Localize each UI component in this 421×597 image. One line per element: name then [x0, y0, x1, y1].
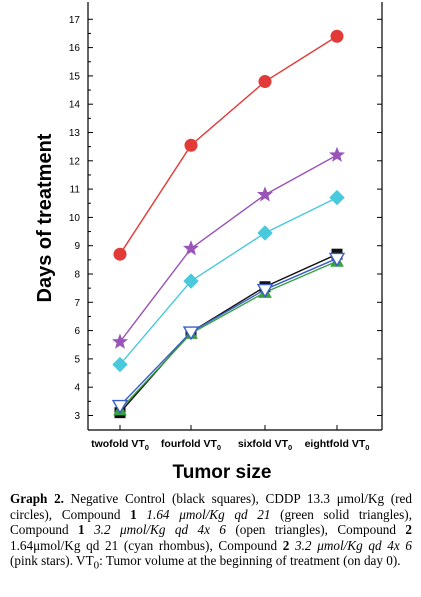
- caption-text: : Tumor volume at the beginning of treat…: [99, 553, 401, 569]
- caption-dose: 1.64 μmol/Kg qd 21: [136, 506, 271, 522]
- x-axis-title: Tumor size: [173, 462, 272, 483]
- series-line: [119, 196, 338, 366]
- caption-dose: 3.2 μmol/Kg qd 4x 6: [84, 522, 226, 538]
- y-tick-label: 8: [74, 270, 80, 281]
- axes: 3 4 5 6 7 8 9 10 11 12 13 14 15 16 17 twofold VT0 fourfo…: [69, 2, 383, 452]
- series-circle: [113, 29, 344, 261]
- y-tick-label: 14: [69, 100, 81, 111]
- data-point-circle: [184, 138, 198, 152]
- x-tick-label: sixfold VT0: [238, 438, 292, 452]
- y-tick-label: 17: [69, 15, 81, 26]
- data-point-diamond: [257, 225, 273, 241]
- caption-compound: 2: [405, 522, 412, 538]
- y-tick-label: 5: [74, 354, 80, 365]
- series-triangle-down-open: [111, 252, 346, 414]
- x-tick-label: fourfold VT0: [161, 438, 221, 452]
- series-line: [119, 154, 338, 343]
- data-point-star: [183, 240, 199, 256]
- y-tick-label: 10: [69, 213, 81, 224]
- data-point-star: [257, 186, 273, 202]
- series-layer: [111, 29, 346, 419]
- line-chart: 3 4 5 6 7 8 9 10 11 12 13 14 15 16 17 twofold VT0 fourfo…: [34, 2, 383, 483]
- data-point-star: [112, 333, 128, 349]
- data-point-open-triangle: [111, 399, 129, 414]
- series-diamond: [112, 189, 345, 373]
- caption-text: (cyan rhombus), Compound: [118, 537, 283, 553]
- caption-subscript: 0: [93, 560, 100, 573]
- data-point-diamond: [112, 356, 128, 373]
- series-line: [119, 253, 338, 414]
- data-point-circle: [113, 247, 127, 261]
- series-line: [119, 260, 338, 411]
- caption-text: (open triangles), Compound: [225, 522, 406, 538]
- data-point-star: [329, 146, 345, 162]
- data-point-open-triangle: [256, 283, 274, 298]
- caption-text: Negative Control (black squares), CDDP 1…: [10, 491, 412, 522]
- y-tick-label: 11: [70, 185, 81, 196]
- series-triangle-up: [113, 254, 344, 416]
- x-tick-label: eightfold VT0: [305, 438, 370, 452]
- data-point-circle: [258, 75, 272, 89]
- data-point-diamond: [329, 189, 345, 206]
- y-axis-title: Days of treatment: [34, 133, 56, 302]
- caption-dose: 1.64μmol/Kg qd 21: [10, 537, 119, 553]
- series-star: [112, 146, 345, 349]
- y-tick-label: 7: [74, 298, 80, 309]
- y-tick-label: 15: [69, 71, 81, 82]
- y-tick-label: 13: [69, 128, 81, 139]
- y-tick-label: 6: [74, 326, 80, 337]
- y-tick-label: 9: [74, 241, 80, 252]
- caption-dose: 3.2 μmol/Kg qd 4x 6: [289, 537, 412, 553]
- caption-text: (green solid triangles), Compound: [10, 506, 412, 538]
- y-tick-label: 4: [74, 383, 80, 394]
- caption-text: (pink stars). VT: [10, 553, 94, 569]
- series-line: [119, 257, 338, 407]
- y-tick-label: 12: [69, 156, 81, 167]
- y-tick-label: 3: [74, 411, 80, 422]
- caption-compound: 2: [282, 537, 290, 553]
- data-point-open-triangle: [182, 326, 200, 341]
- x-tick-label: twofold VT0: [91, 438, 149, 452]
- series-line: [119, 35, 338, 255]
- caption-label: Graph 2.: [10, 491, 64, 506]
- data-point-open-triangle: [328, 252, 346, 267]
- caption-compound: 1: [130, 506, 137, 522]
- y-tick-label: 16: [69, 43, 81, 54]
- caption-compound: 1: [78, 522, 85, 538]
- figure-caption: Graph 2. Negative Control (black squares…: [10, 491, 412, 575]
- data-point-diamond: [183, 273, 199, 289]
- data-point-circle: [330, 29, 344, 43]
